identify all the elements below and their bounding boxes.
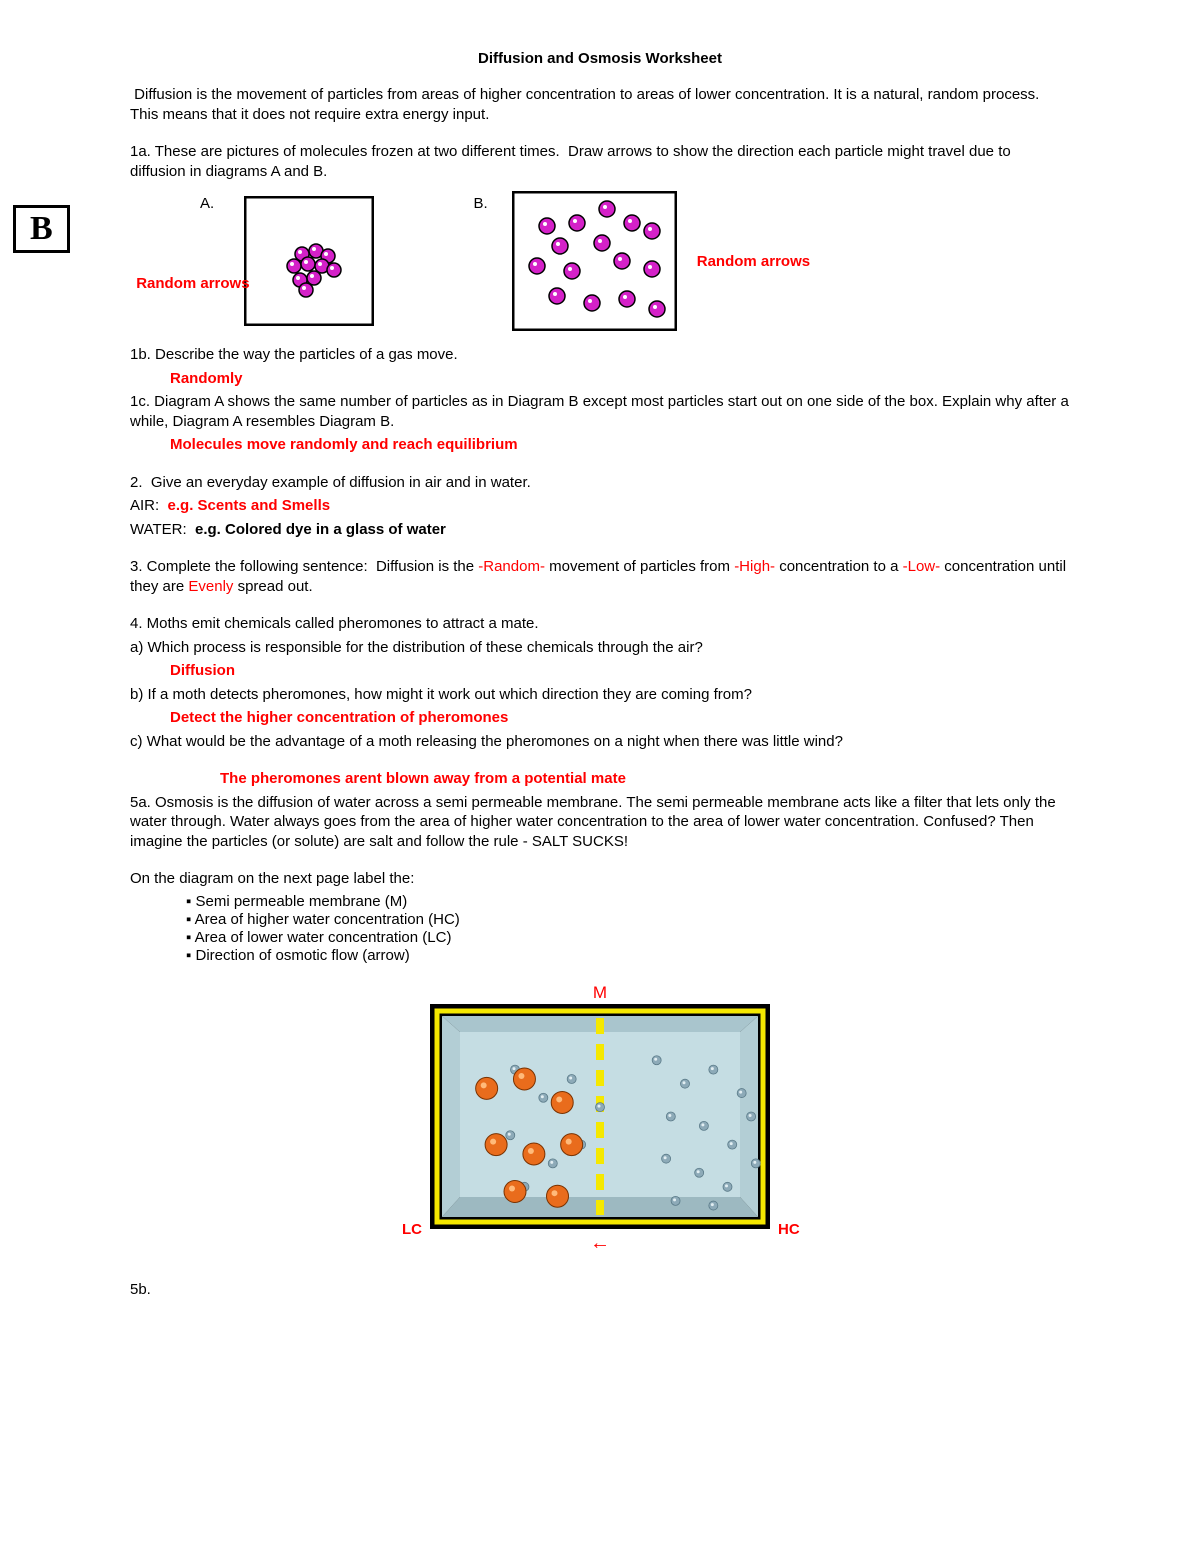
svg-text:LC: LC [402, 1221, 422, 1238]
q1c: 1c. Diagram A shows the same number of p… [130, 392, 1070, 431]
q2-water: WATER: e.g. Colored dye in a glass of wa… [130, 520, 1070, 540]
q2: 2. Give an everyday example of diffusion… [130, 473, 1070, 493]
page-badge: B [13, 205, 70, 253]
random-arrows-a: Random arrows [136, 275, 249, 292]
a4a: Diffusion [170, 661, 1070, 681]
q1a: 1a. These are pictures of molecules froz… [130, 142, 1070, 181]
q3: 3. Complete the following sentence: Diff… [130, 557, 1070, 596]
intro-text: Diffusion is the movement of particles f… [130, 85, 1070, 124]
q4b: b) If a moth detects pheromones, how mig… [130, 685, 1070, 705]
diagram-b [512, 191, 677, 331]
label-a: A. [200, 191, 214, 212]
q1b: 1b. Describe the way the particles of a … [130, 345, 1070, 365]
diagram-a [244, 196, 374, 326]
page-title: Diffusion and Osmosis Worksheet [130, 50, 1070, 67]
svg-text:M: M [593, 983, 607, 1002]
a1c: Molecules move randomly and reach equili… [170, 435, 1070, 455]
q5-intro: On the diagram on the next page label th… [130, 869, 1070, 889]
q4c: c) What would be the advantage of a moth… [130, 732, 1070, 752]
a1b: Randomly [170, 369, 1070, 389]
bullets: ▪ Semi permeable membrane (M) ▪ Area of … [186, 893, 1070, 964]
q5b: 5b. [130, 1280, 1070, 1300]
q2-air: AIR: e.g. Scents and Smells [130, 496, 1070, 516]
svg-text:HC: HC [778, 1221, 800, 1238]
diagram-row: A. Random arrows B. Random arrows [130, 191, 1070, 331]
a4b: Detect the higher concentration of phero… [170, 708, 1070, 728]
label-b: B. [474, 191, 488, 212]
random-arrows-b: Random arrows [697, 253, 810, 270]
q4a: a) Which process is responsible for the … [130, 638, 1070, 658]
a4c: The pheromones arent blown away from a p… [220, 769, 1070, 789]
svg-text:←: ← [590, 1232, 610, 1254]
q4: 4. Moths emit chemicals called pheromone… [130, 614, 1070, 634]
q5a: 5a. Osmosis is the diffusion of water ac… [130, 793, 1070, 852]
osmosis-diagram: M LC HC ← [385, 976, 815, 1266]
